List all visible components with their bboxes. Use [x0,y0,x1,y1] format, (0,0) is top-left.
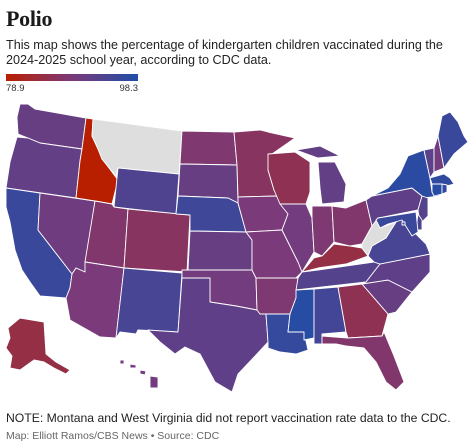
legend-max-label: 98.3 [119,83,139,94]
color-legend: 78.9 98.3 [6,74,138,95]
state-ny[interactable] [371,149,441,199]
state-ky[interactable] [301,243,369,273]
legend-gradient-bar [6,74,138,81]
state-tx[interactable] [147,277,269,393]
state-me[interactable] [437,111,469,169]
state-ct[interactable] [431,183,443,197]
state-fl[interactable] [321,331,405,391]
map-subtitle: This map shows the percentage of kinderg… [6,38,443,67]
us-state-map [5,103,469,393]
state-nd[interactable] [179,130,238,166]
state-ri[interactable] [441,183,448,195]
state-ak[interactable] [5,317,71,375]
state-md[interactable] [375,211,419,237]
credit-line: Map: Elliott Ramos/CBS News • Source: CD… [6,430,220,442]
footnote: NOTE: Montana and West Virginia did not … [6,411,451,425]
state-hi[interactable] [119,359,159,389]
state-az[interactable] [65,261,125,339]
state-wy[interactable] [113,167,180,215]
state-mi[interactable] [295,145,347,205]
state-nm[interactable] [115,267,183,339]
state-ks[interactable] [187,230,253,271]
state-il[interactable] [279,203,315,273]
map-title: Polio [6,6,53,31]
state-co[interactable] [123,208,191,273]
state-dc[interactable] [401,221,406,226]
legend-min-label: 78.9 [6,83,25,94]
